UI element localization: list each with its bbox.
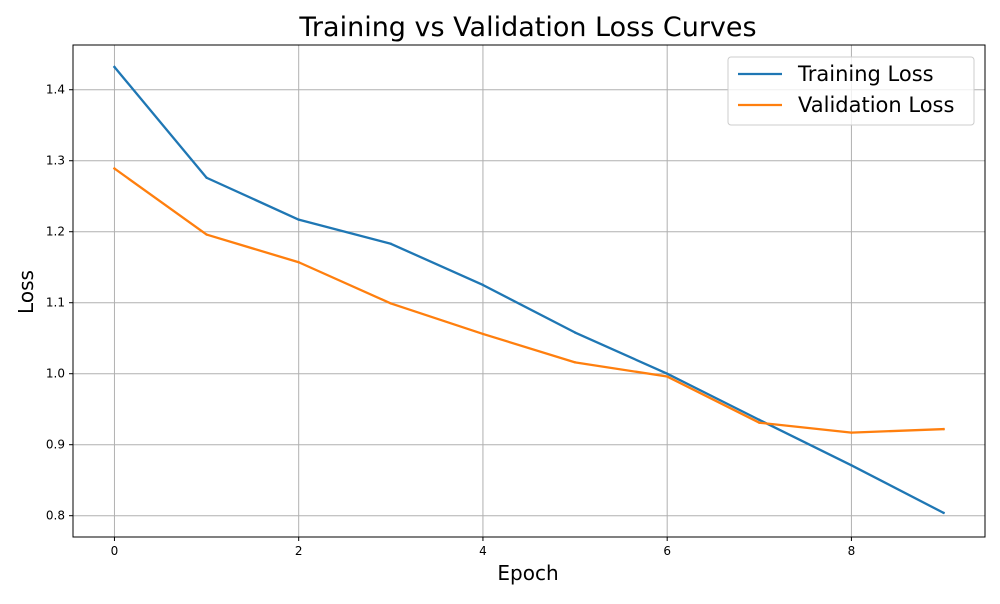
x-tick-label: 6: [663, 544, 671, 558]
chart-title: Training vs Validation Loss Curves: [298, 12, 756, 43]
data-point-training-loss: [758, 418, 761, 422]
data-point-validation-loss: [665, 375, 669, 378]
legend: Training Loss Validation Loss: [727, 56, 975, 126]
data-point-validation-loss: [205, 233, 208, 236]
data-point-validation-loss: [297, 261, 300, 264]
data-point-validation-loss: [942, 427, 945, 431]
data-point-training-loss: [297, 218, 300, 221]
grid: [73, 45, 985, 537]
data-point-validation-loss: [389, 302, 393, 305]
data-point-training-loss: [113, 65, 116, 69]
x-tick-label: 0: [111, 544, 119, 558]
series-line-validation-loss: [112, 166, 945, 434]
legend-frame: [727, 56, 975, 126]
y-axis-label: Loss: [14, 270, 38, 314]
y-tick-label: 1.2: [46, 225, 65, 239]
x-tick-label: 2: [295, 544, 303, 558]
y-tick-label: 1.0: [46, 367, 65, 381]
y-tick-label: 0.8: [46, 509, 65, 523]
y-tick-label: 0.9: [46, 438, 65, 452]
data-point-validation-loss: [113, 167, 116, 170]
data-point-training-loss: [573, 331, 577, 334]
data-point-validation-loss: [758, 421, 761, 424]
data-point-validation-loss: [850, 431, 853, 434]
data-point-training-loss: [850, 464, 853, 467]
series-line-training-loss: [112, 65, 946, 515]
data-point-training-loss: [665, 372, 669, 375]
data-point-training-loss: [481, 283, 485, 287]
series-group: [112, 65, 946, 515]
data-point-validation-loss: [573, 361, 577, 364]
x-tick-label: 8: [848, 544, 856, 558]
y-tick-label: 1.4: [46, 83, 65, 97]
x-tick-label: 4: [479, 544, 487, 558]
axis-ticks: 0 2 4 6 8 0.8 0.9 1.0 1.1 1.2 1.3 1.4: [46, 83, 855, 558]
y-tick-label: 1.1: [46, 296, 65, 310]
plot-area-frame: [72, 44, 986, 538]
x-axis-label: Epoch: [497, 561, 558, 585]
legend-label-validation-loss: Validation Loss: [798, 93, 954, 117]
data-point-training-loss: [205, 176, 208, 179]
data-point-training-loss: [942, 511, 945, 515]
data-point-training-loss: [389, 242, 393, 245]
data-point-validation-loss: [481, 332, 485, 336]
y-tick-label: 1.3: [46, 154, 65, 168]
legend-label-training-loss: Training Loss: [797, 62, 934, 86]
